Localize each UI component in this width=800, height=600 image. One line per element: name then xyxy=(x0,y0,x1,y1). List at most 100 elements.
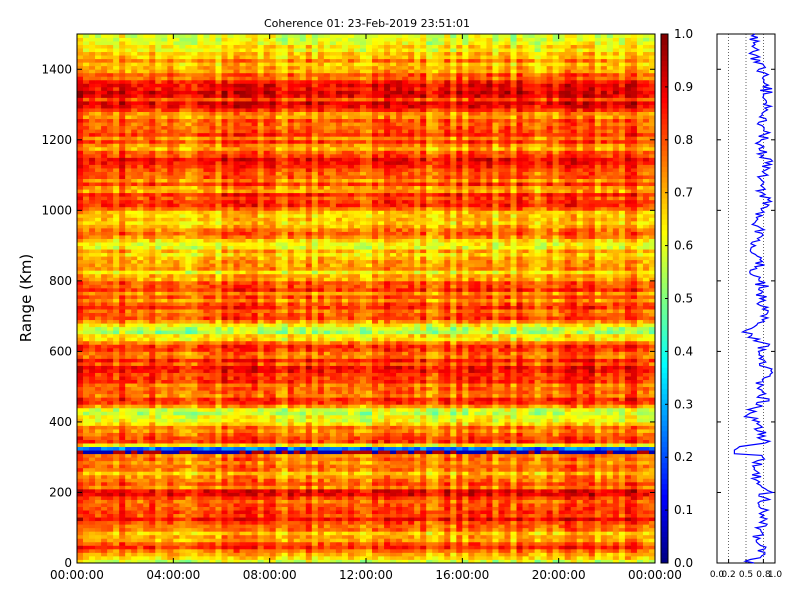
heatmap-cell xyxy=(462,495,469,500)
heatmap-cell xyxy=(642,443,650,448)
heatmap-cell xyxy=(648,428,656,433)
heatmap-cell xyxy=(396,436,403,440)
heatmap-cell xyxy=(269,432,277,437)
heatmap-cell xyxy=(203,517,210,522)
heatmap-cell xyxy=(570,478,578,483)
heatmap-cell xyxy=(444,467,451,472)
heatmap-cell xyxy=(516,428,523,433)
heatmap-cell xyxy=(384,478,391,483)
heatmap-cell xyxy=(474,450,481,455)
heatmap-cell xyxy=(390,510,397,515)
heatmap-cell xyxy=(119,506,126,511)
heatmap-cell xyxy=(287,428,295,433)
heatmap-cell xyxy=(474,517,481,522)
heatmap-cell xyxy=(167,460,174,465)
heatmap-cell xyxy=(275,513,283,518)
heatmap-cell xyxy=(269,404,277,409)
heatmap-cell xyxy=(564,478,572,483)
heatmap-cell xyxy=(408,411,415,416)
heatmap-cell xyxy=(149,383,156,388)
heatmap-cell xyxy=(275,485,283,490)
heatmap-cell xyxy=(558,390,566,395)
heatmap-cell xyxy=(648,397,656,402)
heatmap-cell xyxy=(245,492,252,497)
heatmap-cell xyxy=(305,495,313,500)
heatmap-cell xyxy=(113,457,120,462)
heatmap-cell xyxy=(498,559,505,564)
heatmap-cell xyxy=(582,460,590,465)
heatmap-cell xyxy=(648,520,656,525)
heatmap-cell xyxy=(77,386,84,391)
heatmap-cell xyxy=(161,407,168,412)
heatmap-cell xyxy=(203,555,210,560)
heatmap-cell xyxy=(317,471,325,476)
heatmap-cell xyxy=(239,534,246,539)
heatmap-cell xyxy=(335,517,343,522)
heatmap-cell xyxy=(420,460,427,465)
heatmap-cell xyxy=(450,499,457,504)
heatmap-cell xyxy=(408,545,415,550)
heatmap-cell xyxy=(564,467,572,472)
heatmap-cell xyxy=(384,400,391,405)
heatmap-cell xyxy=(251,425,259,430)
heatmap-cell xyxy=(161,495,168,500)
heatmap-cell xyxy=(414,414,421,419)
heatmap-cell xyxy=(167,485,174,490)
heatmap-cell xyxy=(630,531,638,536)
heatmap-cell xyxy=(498,517,505,522)
heatmap-cell xyxy=(233,548,240,553)
heatmap-cell xyxy=(263,443,271,448)
heatmap-cell xyxy=(414,555,421,560)
heatmap-cell xyxy=(516,457,523,462)
heatmap-cell xyxy=(600,414,608,419)
heatmap-cell xyxy=(317,510,325,515)
heatmap-cell xyxy=(329,404,337,409)
heatmap-cell xyxy=(173,531,180,536)
heatmap-cell xyxy=(287,407,295,412)
heatmap-cell xyxy=(233,404,240,409)
heatmap-cell xyxy=(546,534,554,539)
heatmap-cell xyxy=(606,425,614,430)
heatmap-cell xyxy=(498,520,505,525)
heatmap-cell xyxy=(311,503,319,507)
heatmap-cell xyxy=(179,503,186,507)
heatmap-cell xyxy=(648,474,656,479)
heatmap-cell xyxy=(95,446,102,451)
heatmap-cell xyxy=(245,436,252,440)
heatmap-cell xyxy=(281,407,289,412)
heatmap-cell xyxy=(89,450,96,455)
heatmap-cell xyxy=(227,379,234,384)
heatmap-cell xyxy=(335,503,343,507)
heatmap-cell xyxy=(432,506,439,511)
heatmap-cell xyxy=(335,418,343,423)
heatmap-cell xyxy=(77,538,84,543)
heatmap-cell xyxy=(191,404,198,409)
heatmap-cell xyxy=(191,386,198,391)
heatmap-cell xyxy=(335,481,343,486)
heatmap-cell xyxy=(287,488,295,493)
heatmap-cell xyxy=(582,400,590,405)
heatmap-cell xyxy=(245,397,252,402)
heatmap-cell xyxy=(558,460,566,465)
heatmap-cell xyxy=(161,520,168,525)
heatmap-cell xyxy=(353,421,361,426)
heatmap-cell xyxy=(474,534,481,539)
heatmap-cell xyxy=(83,428,90,433)
heatmap-cell xyxy=(510,471,517,476)
heatmap-cell xyxy=(227,492,234,497)
heatmap-cell xyxy=(570,517,578,522)
heatmap-cell xyxy=(143,503,150,507)
heatmap-cell xyxy=(227,510,234,515)
heatmap-cell xyxy=(474,499,481,504)
heatmap-cell xyxy=(444,510,451,515)
heatmap-cell xyxy=(486,510,493,515)
heatmap-cell xyxy=(197,506,204,511)
heatmap-cell xyxy=(378,421,385,426)
heatmap-cell xyxy=(636,443,644,448)
heatmap-cell xyxy=(359,495,367,500)
heatmap-cell xyxy=(143,450,150,455)
heatmap-cell xyxy=(257,439,265,444)
heatmap-cell xyxy=(498,499,505,504)
heatmap-cell xyxy=(293,488,301,493)
heatmap-cell xyxy=(113,414,120,419)
